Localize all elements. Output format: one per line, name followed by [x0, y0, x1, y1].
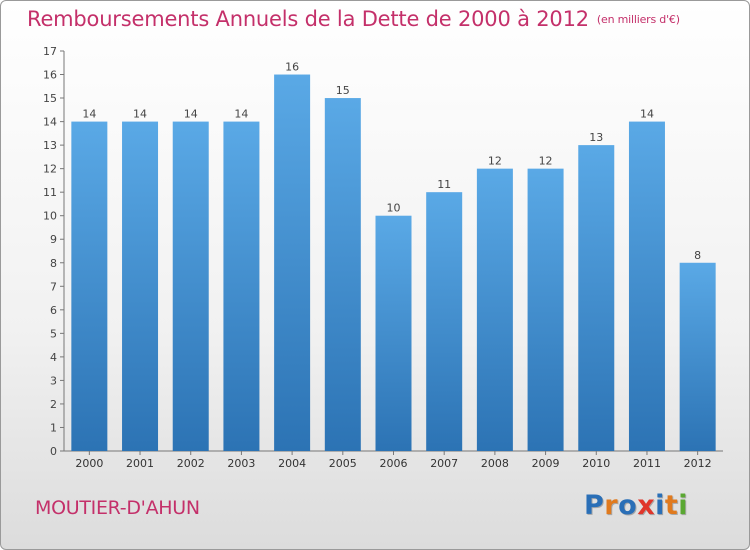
- x-tick-label: 2012: [684, 457, 712, 470]
- y-tick-label: 16: [43, 69, 57, 82]
- y-tick-label: 15: [43, 92, 57, 105]
- bar-2001: [122, 121, 159, 452]
- data-label-2006: 10: [387, 202, 401, 215]
- data-label-2002: 14: [184, 108, 198, 121]
- data-labels: 14 14 14 14 16 15 10 11 12 12 13 14 8: [82, 61, 701, 262]
- bar-2010: [578, 145, 615, 451]
- bar-2003: [223, 121, 260, 452]
- proxiti-logo[interactable]: Proxiti: [584, 490, 688, 521]
- data-label-2008: 12: [488, 155, 502, 168]
- bar-2004: [274, 74, 311, 451]
- bar-2007: [426, 192, 463, 452]
- data-label-2000: 14: [82, 108, 96, 121]
- x-tick-label: 2001: [126, 457, 154, 470]
- x-tick-label: 2004: [278, 457, 306, 470]
- bar-2008: [476, 168, 513, 451]
- bar-2006: [375, 215, 412, 451]
- y-tick-label: 7: [50, 280, 57, 293]
- y-tick-label: 3: [50, 374, 57, 387]
- logo-letter: i: [655, 490, 665, 521]
- y-tick-label: 8: [50, 257, 57, 270]
- chart-title: Remboursements Annuels de la Dette de 20…: [27, 7, 680, 31]
- x-tick-label: 2002: [177, 457, 205, 470]
- logo-letter: x: [637, 490, 656, 521]
- x-tick-label: 2000: [75, 457, 103, 470]
- y-tick-label: 0: [50, 445, 57, 458]
- data-label-2005: 15: [336, 84, 350, 97]
- x-tick-label: 2007: [430, 457, 458, 470]
- logo-letter: t: [664, 490, 679, 521]
- bar-2005: [324, 98, 361, 451]
- y-tick-label: 6: [50, 304, 57, 317]
- bar-2000: [71, 121, 108, 452]
- logo-letter: i: [678, 490, 689, 521]
- data-label-2012: 8: [694, 249, 701, 262]
- bar-2011: [628, 121, 665, 452]
- chart-title-text: Remboursements Annuels de la Dette de 20…: [27, 7, 589, 31]
- logo-letter: o: [618, 490, 638, 521]
- y-tick-label: 13: [43, 139, 57, 152]
- data-label-2004: 16: [285, 61, 299, 74]
- y-tick-label: 10: [43, 210, 57, 223]
- bars: [71, 74, 716, 452]
- y-tick-label: 14: [43, 116, 57, 129]
- logo-letter: P: [584, 490, 605, 521]
- data-label-2010: 13: [589, 131, 603, 144]
- x-tick-label: 2010: [582, 457, 610, 470]
- y-tick-label: 2: [50, 398, 57, 411]
- x-tick-label: 2009: [532, 457, 560, 470]
- x-tick-label: 2008: [481, 457, 509, 470]
- y-tick-label: 9: [50, 233, 57, 246]
- x-tick-label: 2011: [633, 457, 661, 470]
- data-label-2009: 12: [539, 155, 553, 168]
- data-label-2003: 14: [234, 108, 248, 121]
- data-label-2007: 11: [437, 178, 451, 191]
- x-tick-label: 2006: [380, 457, 408, 470]
- data-label-2011: 14: [640, 108, 654, 121]
- bar-2009: [527, 168, 564, 451]
- data-label-2001: 14: [133, 108, 147, 121]
- y-tick-label: 12: [43, 163, 57, 176]
- x-tick-label: 2003: [227, 457, 255, 470]
- y-tick-label: 4: [50, 351, 57, 364]
- y-tick-label: 1: [50, 421, 57, 434]
- x-tick-label: 2005: [329, 457, 357, 470]
- y-tick-label: 5: [50, 327, 57, 340]
- commune-name: MOUTIER-D'AHUN: [35, 497, 200, 519]
- chart-unit: (en milliers d'€): [596, 13, 680, 26]
- bar-2012: [679, 262, 716, 451]
- y-tick-label: 17: [43, 45, 57, 58]
- logo-letter: r: [604, 490, 619, 521]
- bar-2002: [172, 121, 209, 452]
- y-tick-label: 11: [43, 186, 57, 199]
